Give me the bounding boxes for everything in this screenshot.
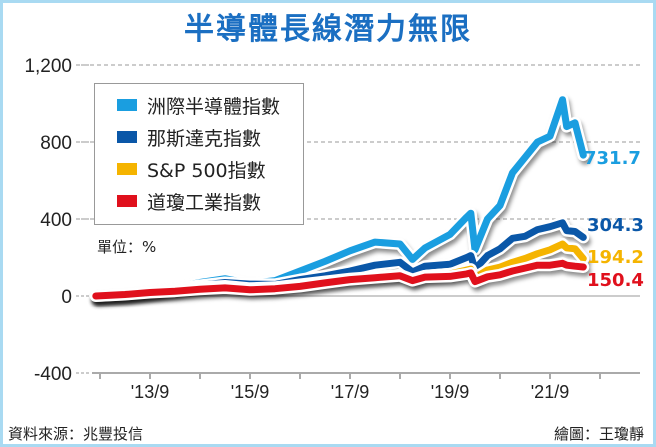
legend-label: 那斯達克指數	[147, 127, 262, 150]
legend-item: 那斯達克指數	[117, 122, 261, 152]
unit-label: 單位：%	[97, 238, 157, 256]
chart-title: 半導體長線潛力無限	[184, 12, 472, 47]
end-label-dow: 150.4	[587, 270, 644, 291]
legend: 洲際半導體指數 那斯達克指數 S&P 500指數 道瓊工業指數	[94, 83, 304, 225]
legend-swatch	[117, 131, 137, 143]
end-label-sox: 731.7	[584, 148, 641, 169]
y-tick-label: 1,200	[24, 56, 72, 77]
legend-item: 道瓊工業指數	[117, 186, 261, 216]
x-tick-label: '13/9	[131, 382, 169, 402]
x-tick-label: '19/9	[431, 382, 469, 402]
y-tick-label: -400	[34, 364, 72, 385]
legend-swatch	[117, 163, 137, 175]
legend-label: S&P 500指數	[147, 159, 266, 182]
x-tick-label: '21/9	[531, 382, 569, 402]
legend-swatch	[117, 195, 137, 207]
end-label-nasdaq: 304.3	[587, 215, 644, 236]
credit-note: 繪圖：王瓊靜	[553, 425, 644, 443]
y-tick-label: 0	[61, 287, 72, 308]
end-label-sp500: 194.2	[587, 247, 644, 268]
x-tick-label: '15/9	[231, 382, 269, 402]
legend-item: 洲際半導體指數	[117, 90, 280, 120]
legend-label: 洲際半導體指數	[147, 95, 281, 118]
legend-label: 道瓊工業指數	[147, 191, 262, 214]
x-tick-label: '17/9	[331, 382, 369, 402]
legend-swatch	[117, 99, 137, 111]
source-note: 資料來源：兆豐投信	[8, 425, 144, 443]
y-tick-label: 400	[40, 210, 72, 231]
legend-item: S&P 500指數	[117, 154, 266, 184]
y-tick-label: 800	[40, 133, 72, 154]
series-line-3	[92, 259, 587, 300]
